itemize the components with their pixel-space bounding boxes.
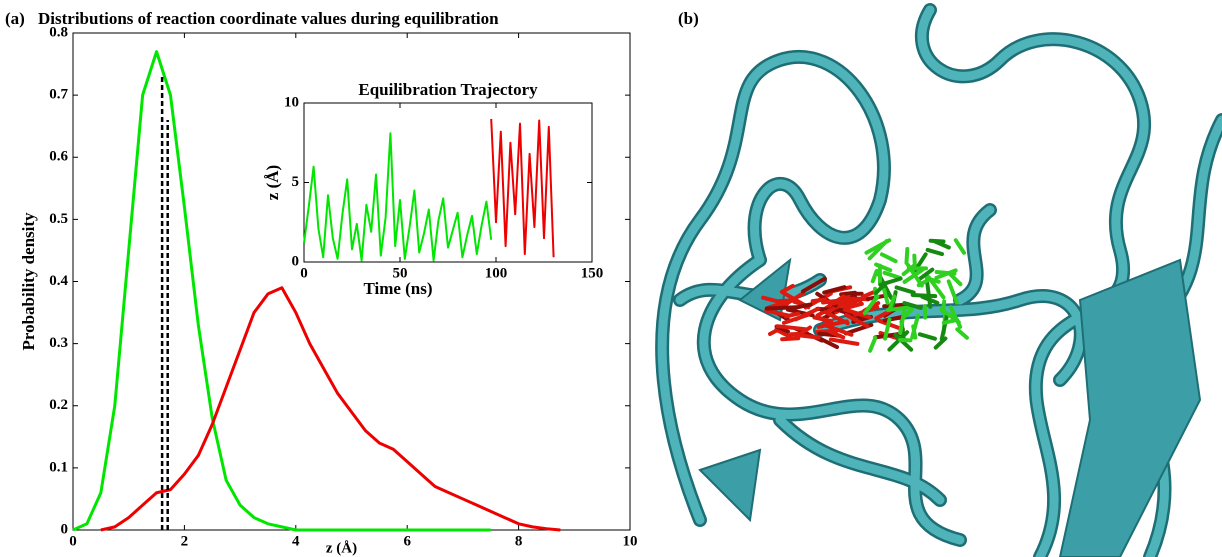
sheet — [1058, 258, 1202, 557]
y-axis-label: z (Å) — [263, 165, 282, 200]
y-tick-label: 0.4 — [49, 273, 68, 289]
red-pose — [826, 296, 856, 314]
green-pose — [917, 267, 935, 281]
x-tick-label: 4 — [292, 533, 300, 549]
green-pose — [882, 270, 903, 281]
red-pose — [843, 295, 863, 303]
red-pose — [764, 305, 799, 311]
green-pose — [955, 327, 969, 340]
red-pose — [822, 323, 854, 337]
green-pose — [882, 287, 890, 305]
red-pose — [817, 336, 840, 350]
green-pose — [910, 313, 920, 340]
green-pose — [867, 239, 889, 261]
x-tick-label: 6 — [403, 533, 411, 549]
data-line — [490, 118, 555, 258]
x-tick-label: 150 — [581, 265, 604, 281]
green-pose — [933, 336, 948, 350]
chart-title: Equilibration Trajectory — [358, 80, 538, 99]
green-pose — [893, 332, 914, 352]
red-pose — [800, 276, 827, 294]
red-pose — [779, 283, 795, 294]
green-pose — [934, 268, 958, 280]
green-pose — [948, 272, 963, 287]
green-pose — [939, 313, 950, 342]
green-pose — [883, 317, 892, 341]
y-tick-label: 0.3 — [49, 335, 68, 351]
red-pose — [874, 309, 892, 321]
red-pose — [822, 285, 847, 295]
green-pose — [862, 294, 880, 316]
ligand-poses — [761, 238, 969, 353]
green-pose — [885, 305, 914, 313]
red-pose — [860, 290, 876, 299]
red-pose — [823, 310, 850, 326]
x-tick-label: 100 — [485, 265, 508, 281]
green-pose — [873, 283, 886, 296]
y-tick-label: 0.1 — [49, 459, 68, 475]
green-pose — [904, 247, 910, 265]
y-axis-label: Probability density — [19, 212, 38, 351]
data-line — [72, 50, 491, 532]
green-pose — [953, 238, 966, 255]
panel-label: (b) — [678, 9, 699, 28]
data-line — [303, 132, 493, 262]
y-tick-label: 10 — [284, 94, 299, 110]
red-pose — [810, 297, 828, 304]
red-pose — [797, 333, 821, 340]
data-line — [100, 286, 561, 532]
green-pose — [925, 247, 944, 257]
green-pose — [870, 268, 879, 284]
red-pose — [839, 290, 857, 297]
green-pose — [878, 276, 903, 287]
red-pose — [844, 312, 870, 329]
red-pose — [782, 290, 806, 308]
y-tick-label: 0.5 — [49, 211, 68, 227]
red-pose — [775, 324, 809, 332]
y-tick-label: 0.6 — [49, 149, 68, 165]
red-pose — [877, 318, 905, 332]
x-tick-label: 0 — [69, 533, 77, 549]
red-pose — [828, 337, 860, 346]
panel-label: (a) — [5, 9, 25, 28]
red-pose — [817, 315, 834, 327]
green-pose — [910, 292, 938, 299]
green-pose — [941, 317, 960, 325]
green-pose — [926, 275, 946, 300]
chart-title: Distributions of reaction coordinate val… — [38, 9, 499, 28]
red-pose — [793, 302, 813, 310]
green-pose — [946, 279, 959, 305]
green-pose — [917, 332, 937, 341]
green-pose — [879, 252, 898, 264]
green-pose — [888, 294, 897, 310]
x-tick-label: 8 — [515, 533, 523, 549]
y-tick-label: 0.2 — [49, 397, 68, 413]
green-pose — [898, 308, 907, 336]
x-axis-label: z (Å) — [326, 540, 357, 556]
x-tick-label: 2 — [181, 533, 189, 549]
x-tick-label: 0 — [300, 265, 308, 281]
green-pose — [894, 285, 916, 295]
green-pose — [932, 239, 951, 250]
red-pose — [827, 298, 848, 306]
red-pose — [827, 329, 846, 340]
red-pose — [793, 306, 821, 322]
y-tick-label: 0 — [61, 521, 69, 537]
green-pose — [868, 335, 878, 353]
red-pose — [784, 311, 801, 319]
y-tick-label: 0.7 — [49, 87, 68, 103]
y-tick-label: 5 — [292, 174, 300, 190]
y-tick-label: 0.8 — [49, 24, 68, 40]
x-tick-label: 50 — [393, 265, 408, 281]
y-tick-label: 0 — [292, 253, 300, 269]
x-axis-label: Time (ns) — [363, 279, 432, 298]
green-pose — [902, 301, 923, 310]
green-pose — [902, 267, 925, 284]
x-tick-label: 10 — [623, 533, 638, 549]
protein-image — [650, 0, 1222, 557]
